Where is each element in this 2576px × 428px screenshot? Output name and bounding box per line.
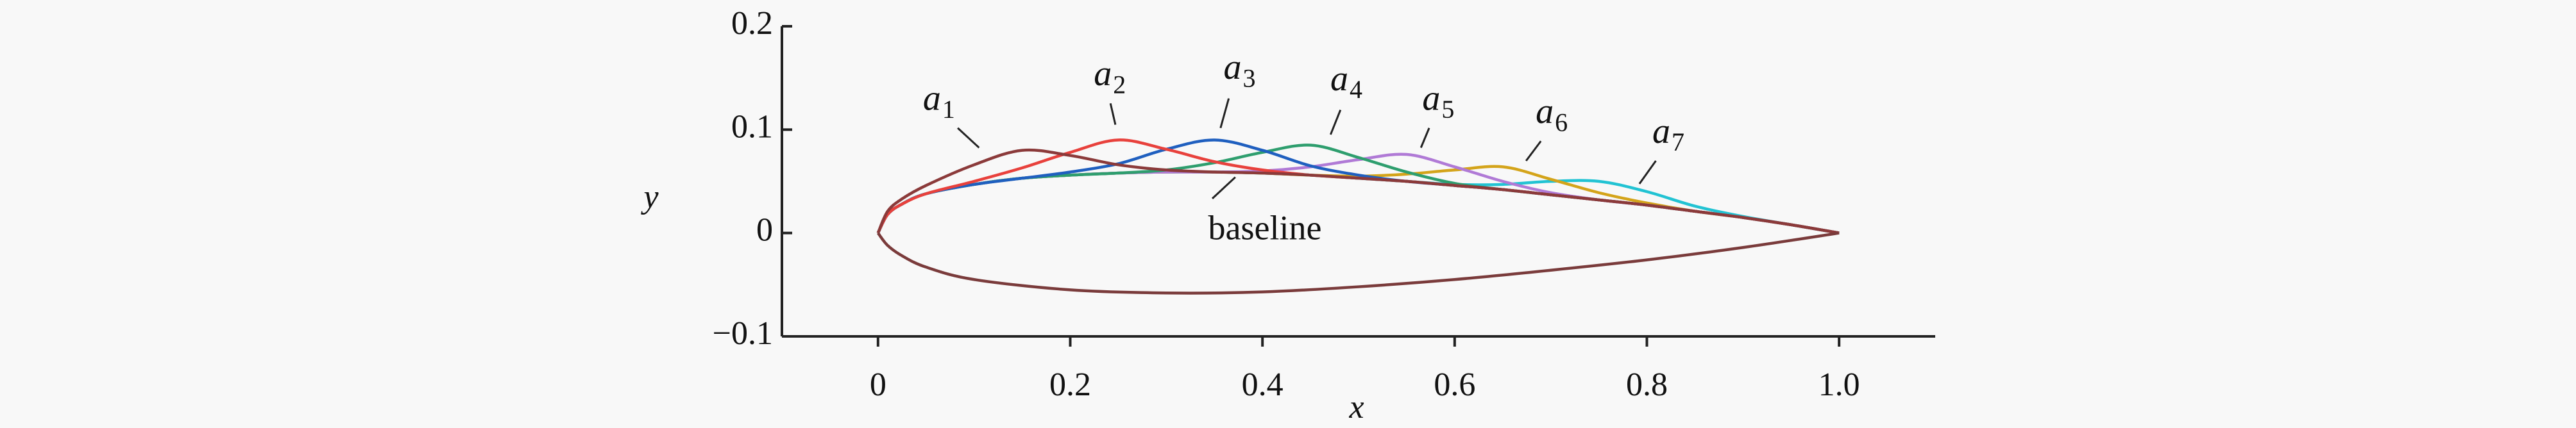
x-tick-label: 0.2 (1049, 366, 1091, 403)
y-tick-label: 0.2 (731, 5, 773, 42)
series-label-sub: 4 (1350, 75, 1362, 104)
leader-line (1330, 110, 1342, 135)
y-tick-label: 0 (756, 212, 773, 249)
x-tick-label: 0.4 (1242, 366, 1284, 403)
series-label: a (1094, 54, 1112, 94)
y-tick-label: 0.1 (731, 108, 773, 145)
leader-line (1419, 128, 1430, 149)
series-label: a (1224, 47, 1242, 87)
series-label: a (1330, 59, 1348, 99)
series-label-sub: 6 (1555, 108, 1568, 136)
series-label: a (923, 79, 941, 119)
series-label-sub: 3 (1243, 63, 1256, 92)
leader-line (1638, 160, 1657, 185)
x-tick-label: 0 (870, 366, 886, 403)
series-line (877, 231, 1840, 295)
series-label: a (1536, 92, 1554, 131)
leader-line (1109, 103, 1117, 125)
series-label: baseline (1208, 208, 1322, 247)
leader-line (957, 127, 980, 149)
leader-line (1211, 176, 1236, 199)
series-label: a (1422, 79, 1440, 119)
x-tick-label: 0.8 (1626, 366, 1668, 403)
y-tick-label: −0.1 (713, 315, 773, 352)
series-label: a (1652, 111, 1670, 151)
series-label-sub: 5 (1441, 95, 1454, 124)
x-axis-label: x (1348, 389, 1364, 425)
series-line (876, 148, 1840, 235)
leader-line (1219, 98, 1230, 129)
x-tick-label: 1.0 (1818, 366, 1860, 403)
series-label-sub: 7 (1672, 128, 1684, 156)
y-axis-label: y (640, 179, 659, 215)
series-label-sub: 1 (942, 95, 955, 124)
leader-line (1525, 140, 1542, 161)
series-label-sub: 2 (1113, 70, 1126, 99)
x-tick-label: 0.6 (1434, 366, 1475, 403)
